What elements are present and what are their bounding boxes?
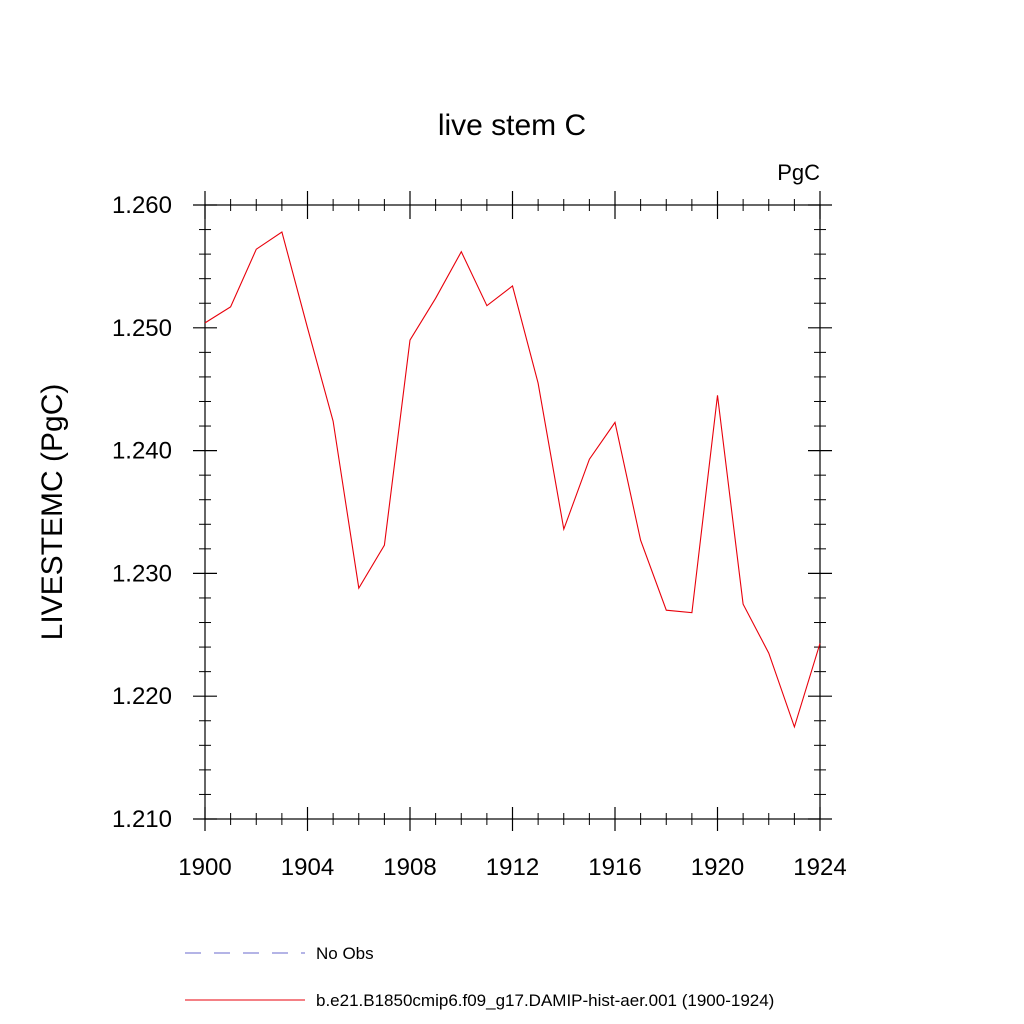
x-tick-label: 1908 — [383, 854, 436, 881]
x-tick-label: 1900 — [178, 854, 231, 881]
y-tick-label: 1.210 — [112, 806, 172, 833]
series-lines — [204, 231, 821, 729]
units-label: PgC — [777, 160, 820, 185]
y-axis-label: LIVESTEMC (PgC) — [36, 384, 69, 641]
x-tick-label: 1904 — [281, 854, 334, 881]
legend: No Obs b.e21.B1850cmip6.f09_g17.DAMIP-his… — [185, 944, 774, 1010]
x-tick-label: 1916 — [588, 854, 641, 881]
y-tick-label: 1.260 — [112, 192, 172, 219]
y-tick-label: 1.220 — [112, 683, 172, 710]
x-tick-label: 1924 — [793, 854, 846, 881]
y-tick-label: 1.240 — [112, 438, 172, 465]
x-tick-label: 1920 — [691, 854, 744, 881]
series-line — [204, 231, 821, 729]
legend-label: No Obs — [316, 944, 374, 963]
legend-label: b.e21.B1850cmip6.f09_g17.DAMIP-hist-aer.… — [316, 991, 774, 1010]
y-tick-label: 1.250 — [112, 315, 172, 342]
axis-ticks: 1900 1904 1908 1912 1916 1920 1924 1.210 1.220 1.… — [112, 191, 847, 881]
plot-frame — [204, 204, 821, 820]
x-tick-label: 1912 — [486, 854, 539, 881]
y-tick-label: 1.230 — [112, 560, 172, 587]
chart-title: live stem C — [438, 109, 586, 142]
